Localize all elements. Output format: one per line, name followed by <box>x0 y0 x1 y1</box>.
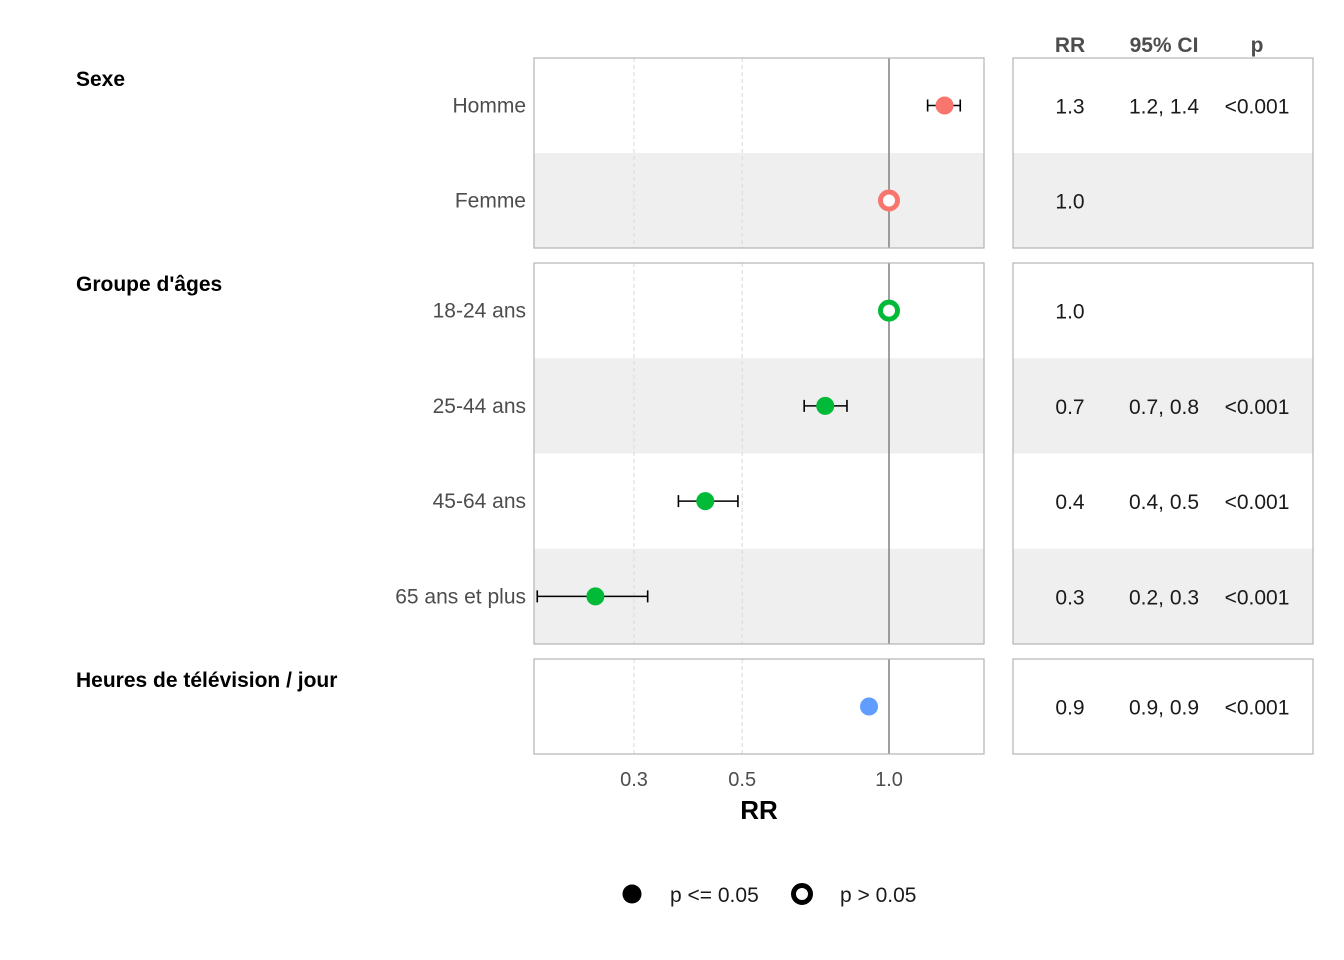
group-label: Groupe d'âges <box>76 273 222 296</box>
ci-cell: 0.4, 0.5 <box>1129 491 1199 514</box>
legend-label: p <= 0.05 <box>670 884 759 907</box>
plot-panel <box>533 57 985 249</box>
legend-marker-hollow <box>791 883 813 905</box>
x-tick-label: 0.3 <box>620 769 648 791</box>
point-estimate <box>816 396 835 415</box>
p-cell: <0.001 <box>1225 491 1290 514</box>
group-label: Sexe <box>76 68 125 91</box>
row-band <box>1013 153 1313 248</box>
row-label: 18-24 ans <box>433 300 526 323</box>
row-label: Homme <box>452 95 526 118</box>
point-estimate <box>696 492 715 511</box>
table-panel <box>1012 57 1314 249</box>
rr-cell: 1.3 <box>1055 96 1084 119</box>
rr-cell: 0.4 <box>1055 491 1085 514</box>
p-cell: <0.001 <box>1225 396 1290 419</box>
p-cell: <0.001 <box>1225 96 1290 119</box>
ci-cell: 0.7, 0.8 <box>1129 396 1199 419</box>
row-band <box>534 358 984 454</box>
plot-panel <box>533 262 985 645</box>
row-label: 65 ans et plus <box>395 585 526 608</box>
x-tick-label: 0.5 <box>728 769 756 791</box>
legend-marker-filled <box>622 884 642 904</box>
x-tick-label: 1.0 <box>875 769 903 791</box>
ci-cell: 0.9, 0.9 <box>1129 697 1199 720</box>
rr-cell: 1.0 <box>1055 301 1084 324</box>
plot-panel <box>533 658 985 755</box>
point-estimate <box>586 587 605 606</box>
group-label: Heures de télévision / jour <box>76 669 337 692</box>
rr-cell: 1.0 <box>1055 191 1084 214</box>
row-band <box>1013 548 1313 644</box>
row-label: 45-64 ans <box>433 490 526 513</box>
table-panel <box>1012 658 1314 755</box>
rr-cell: 0.3 <box>1055 586 1084 609</box>
row-band <box>534 153 984 248</box>
point-estimate <box>860 697 879 716</box>
row-label: 25-44 ans <box>433 395 526 418</box>
rr-cell: 0.7 <box>1055 396 1084 419</box>
legend-label: p > 0.05 <box>840 884 916 907</box>
point-estimate <box>878 299 900 322</box>
rr-cell: 0.9 <box>1055 697 1084 720</box>
row-band <box>1013 358 1313 454</box>
column-header-ci: 95% CI <box>1130 34 1199 57</box>
point-estimate <box>935 96 954 115</box>
p-cell: <0.001 <box>1225 586 1290 609</box>
column-header-p: p <box>1251 34 1264 57</box>
x-axis-title: RR <box>740 795 778 825</box>
table-panel <box>1012 262 1314 645</box>
row-label: Femme <box>455 190 526 213</box>
p-cell: <0.001 <box>1225 697 1290 720</box>
point-estimate <box>878 189 900 212</box>
ci-cell: 1.2, 1.4 <box>1129 96 1199 119</box>
ci-cell: 0.2, 0.3 <box>1129 586 1199 609</box>
column-header-rr: RR <box>1055 34 1085 57</box>
